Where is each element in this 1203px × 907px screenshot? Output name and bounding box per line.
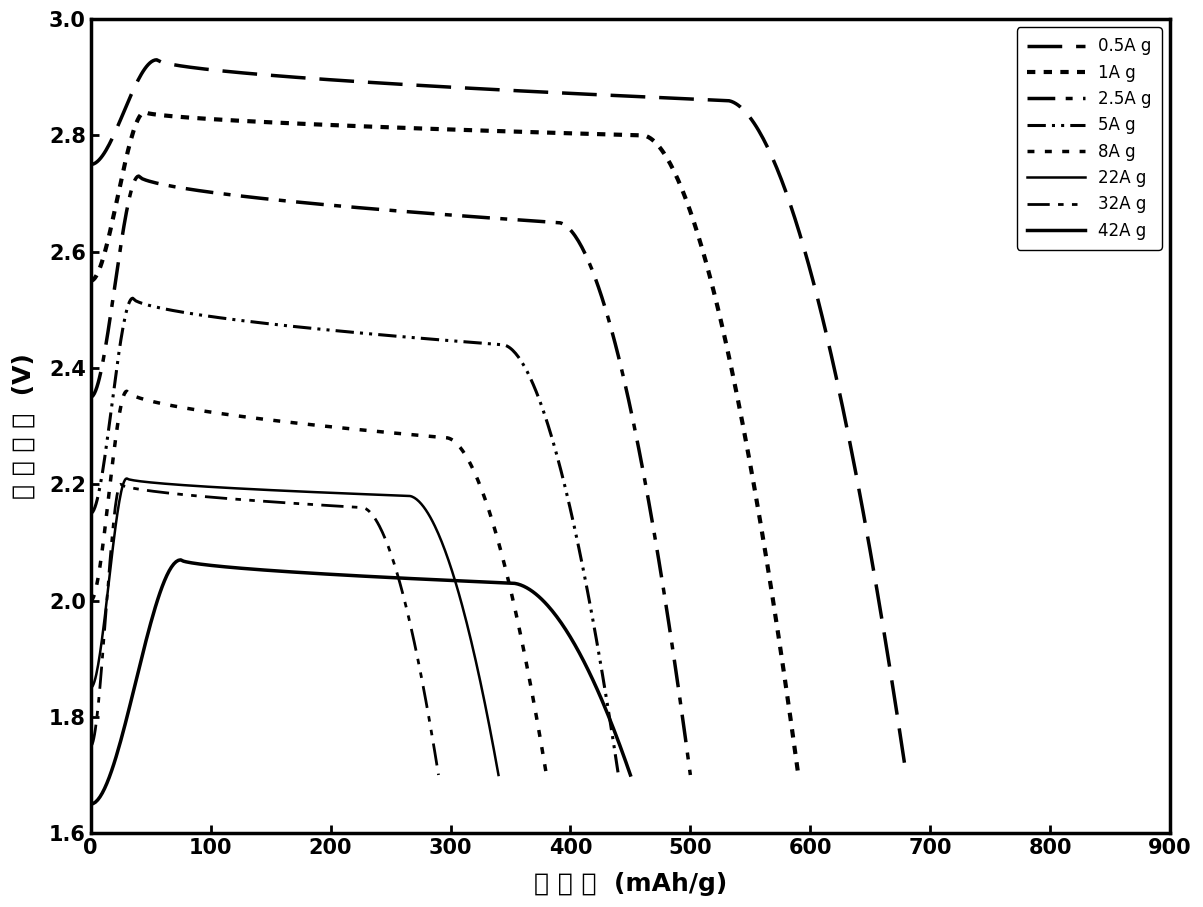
32A g [401, 607, 415, 618]
42A g [623, 769, 638, 780]
42A g [83, 799, 97, 810]
Line: 32A g: 32A g [90, 484, 439, 775]
22A g [106, 542, 120, 553]
1A g [691, 229, 705, 239]
32A g [231, 494, 245, 505]
8A g [318, 421, 332, 432]
Line: 2.5A g: 2.5A g [90, 176, 691, 775]
5A g [83, 508, 97, 519]
22A g [433, 533, 448, 544]
Legend: 0.5A g, 1A g, 2.5A g, 5A g, 8A g, 22A g, 32A g, 42A g: 0.5A g, 1A g, 2.5A g, 5A g, 8A g, 22A g,… [1017, 27, 1162, 249]
2.5A g [629, 434, 644, 445]
5A g [505, 345, 520, 356]
22A g [83, 682, 97, 693]
2.5A g [336, 200, 350, 211]
0.5A g [826, 360, 841, 371]
0.5A g [735, 103, 749, 114]
42A g [138, 635, 153, 646]
32A g [263, 496, 278, 507]
0.5A g [783, 200, 798, 210]
5A g [611, 769, 626, 780]
0.5A g [83, 159, 97, 170]
Line: 42A g: 42A g [90, 560, 630, 805]
5A g [125, 293, 140, 304]
2.5A g [563, 224, 577, 235]
32A g [381, 543, 396, 554]
8A g [106, 455, 120, 466]
22A g [491, 769, 505, 780]
1A g [117, 162, 131, 173]
2.5A g [392, 206, 407, 217]
8A g [275, 416, 290, 427]
42A g [575, 653, 589, 664]
8A g [539, 769, 553, 780]
0.5A g [124, 89, 138, 100]
1A g [650, 138, 664, 149]
32A g [83, 740, 97, 751]
42A g [515, 580, 529, 591]
32A g [113, 479, 128, 490]
32A g [102, 565, 117, 576]
8A g [119, 385, 134, 396]
2.5A g [83, 392, 97, 403]
Line: 8A g: 8A g [90, 391, 546, 775]
2.5A g [598, 303, 612, 314]
5A g [564, 508, 579, 519]
1A g [83, 276, 97, 287]
1A g [448, 124, 462, 135]
42A g [546, 608, 561, 619]
Line: 5A g: 5A g [90, 298, 618, 775]
22A g [257, 484, 272, 495]
Y-axis label: 电 池 电 压  (V): 电 池 电 压 (V) [11, 353, 35, 499]
8A g [474, 484, 488, 495]
32A g [362, 505, 377, 516]
2.5A g [113, 244, 128, 255]
8A g [448, 436, 462, 447]
32A g [432, 769, 446, 780]
5A g [355, 327, 369, 338]
2.5A g [683, 769, 698, 780]
8A g [83, 595, 97, 606]
1A g [380, 122, 395, 132]
22A g [409, 494, 423, 505]
22A g [295, 486, 309, 497]
5A g [306, 323, 320, 334]
42A g [173, 554, 188, 565]
X-axis label: 比 容 量  (mAh/g): 比 容 量 (mAh/g) [534, 872, 727, 896]
1A g [728, 381, 742, 392]
5A g [109, 364, 124, 375]
0.5A g [149, 54, 164, 65]
22A g [119, 473, 134, 484]
42A g [334, 570, 349, 580]
1A g [792, 769, 806, 780]
0.5A g [427, 81, 442, 92]
Line: 22A g: 22A g [90, 479, 498, 775]
22A g [455, 600, 469, 611]
1A g [137, 107, 152, 118]
5A g [537, 405, 551, 416]
0.5A g [504, 85, 518, 96]
8A g [498, 565, 512, 576]
42A g [379, 572, 393, 583]
Line: 1A g: 1A g [90, 112, 799, 775]
0.5A g [899, 769, 913, 780]
2.5A g [131, 171, 146, 181]
Line: 0.5A g: 0.5A g [90, 60, 906, 775]
